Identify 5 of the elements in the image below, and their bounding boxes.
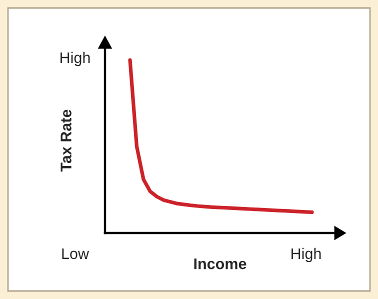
text: High — [292, 248, 321, 262]
text: High — [60, 52, 90, 66]
text: Low — [62, 248, 90, 260]
y-axis-title: Tax Rate — [60, 110, 72, 172]
x-axis-title: Income — [194, 258, 246, 270]
